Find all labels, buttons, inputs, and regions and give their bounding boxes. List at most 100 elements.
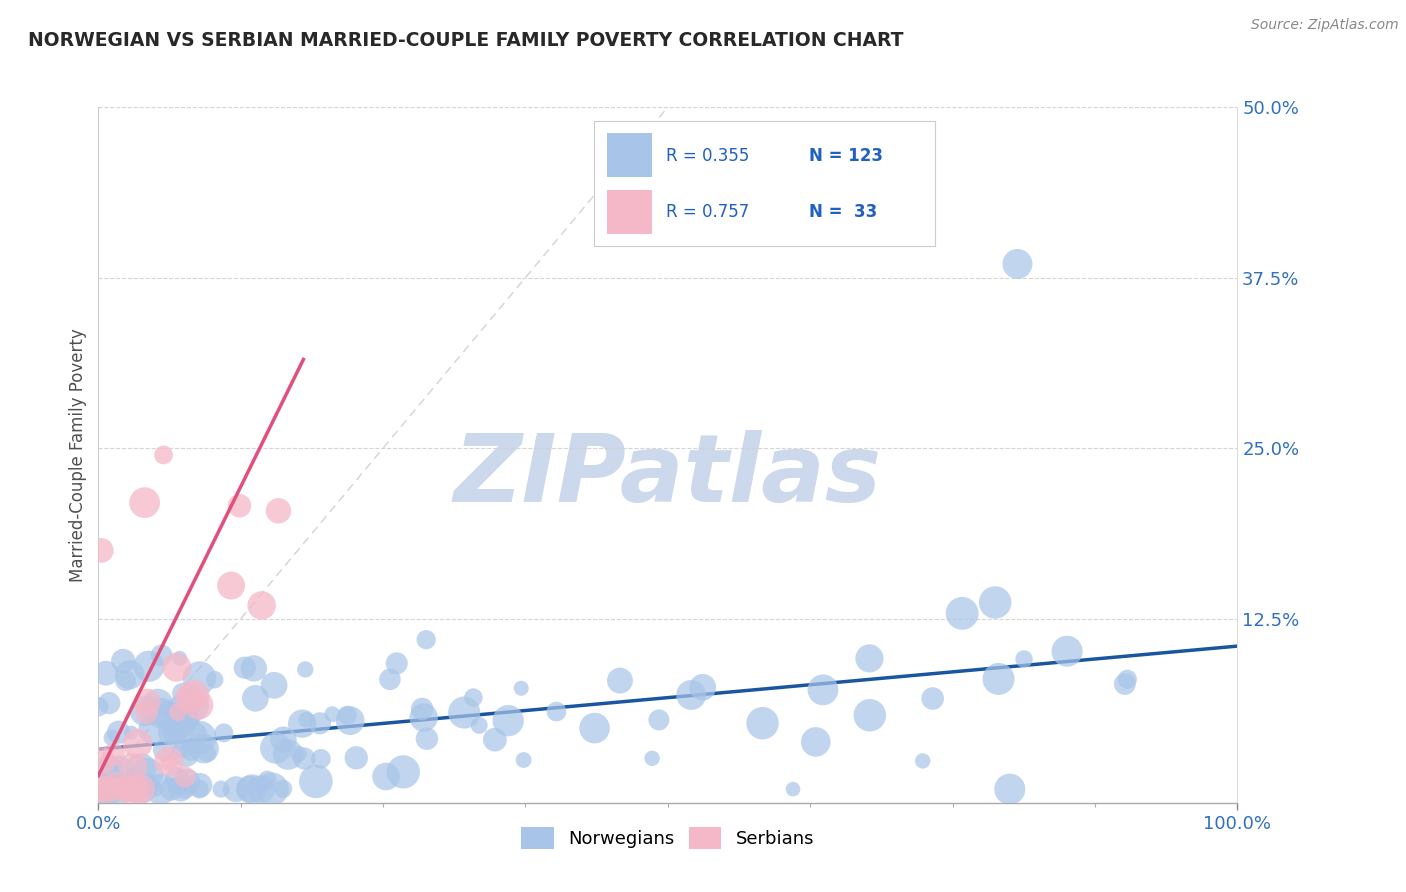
Point [169,782,191,797]
Point [112,782,135,797]
Point [176,774,198,789]
Point [146,697,169,711]
Point [751,716,773,731]
Point [153,743,176,757]
Point [1114,677,1136,691]
Point [129,761,152,775]
Point [183,698,205,713]
Point [219,578,242,592]
Point [263,678,285,692]
Point [157,754,180,768]
Point [160,782,183,797]
Point [172,686,194,700]
Point [641,751,664,765]
Point [120,725,142,739]
Point [336,708,359,723]
Point [107,782,129,797]
Point [136,767,159,781]
Point [858,651,880,665]
Point [921,691,943,706]
Point [782,782,804,797]
Point [172,702,194,716]
Point [295,713,318,727]
Point [804,735,827,749]
Point [609,673,631,688]
Point [987,672,1010,686]
Point [228,499,250,513]
Point [692,680,714,694]
Point [415,632,437,647]
Point [145,782,167,797]
Point [183,688,205,702]
Point [160,710,183,724]
Point [984,595,1007,609]
Point [195,746,218,760]
Point [90,754,112,768]
Point [950,607,973,621]
Point [416,731,439,746]
Point [546,705,568,719]
Point [117,782,139,797]
Point [681,688,703,702]
Point [378,673,401,687]
Point [134,496,156,510]
Point [375,770,398,784]
Point [166,772,188,787]
Point [98,696,121,710]
Point [135,706,157,720]
Point [173,770,195,784]
Point [188,782,211,797]
Point [193,741,215,756]
Point [122,774,145,789]
Point [169,651,191,665]
Point [103,747,125,762]
Point [225,782,247,797]
Point [411,702,433,716]
Point [103,777,125,791]
Point [264,741,287,756]
Point [87,699,110,714]
Legend: Norwegians, Serbians: Norwegians, Serbians [515,820,821,856]
Point [294,662,316,676]
Point [648,713,671,727]
Point [238,782,260,797]
Point [256,772,278,787]
Point [187,698,209,712]
Point [124,782,146,797]
Point [245,691,267,706]
Point [1007,257,1029,271]
Point [170,712,193,726]
Point [131,782,153,797]
Y-axis label: Married-Couple Family Poverty: Married-Couple Family Poverty [69,328,87,582]
Point [188,671,211,685]
Point [260,782,283,797]
Point [90,782,112,797]
Point [138,659,160,673]
Point [250,782,273,797]
Point [149,782,172,797]
Point [180,743,202,757]
Point [112,654,135,668]
Point [188,778,211,792]
Point [181,728,204,742]
Point [138,706,160,721]
Point [163,724,186,739]
Point [243,661,266,675]
Point [1056,644,1078,658]
Point [128,782,150,797]
Point [114,673,136,688]
Point [124,782,146,797]
Point [321,707,343,722]
Point [136,695,159,709]
Point [188,731,211,745]
Point [209,782,232,797]
Point [859,708,882,723]
Point [292,751,315,765]
Point [468,718,491,732]
Point [89,782,111,797]
Point [453,706,475,720]
Point [110,782,132,797]
Point [583,721,606,735]
Point [385,657,408,671]
Point [118,667,141,681]
